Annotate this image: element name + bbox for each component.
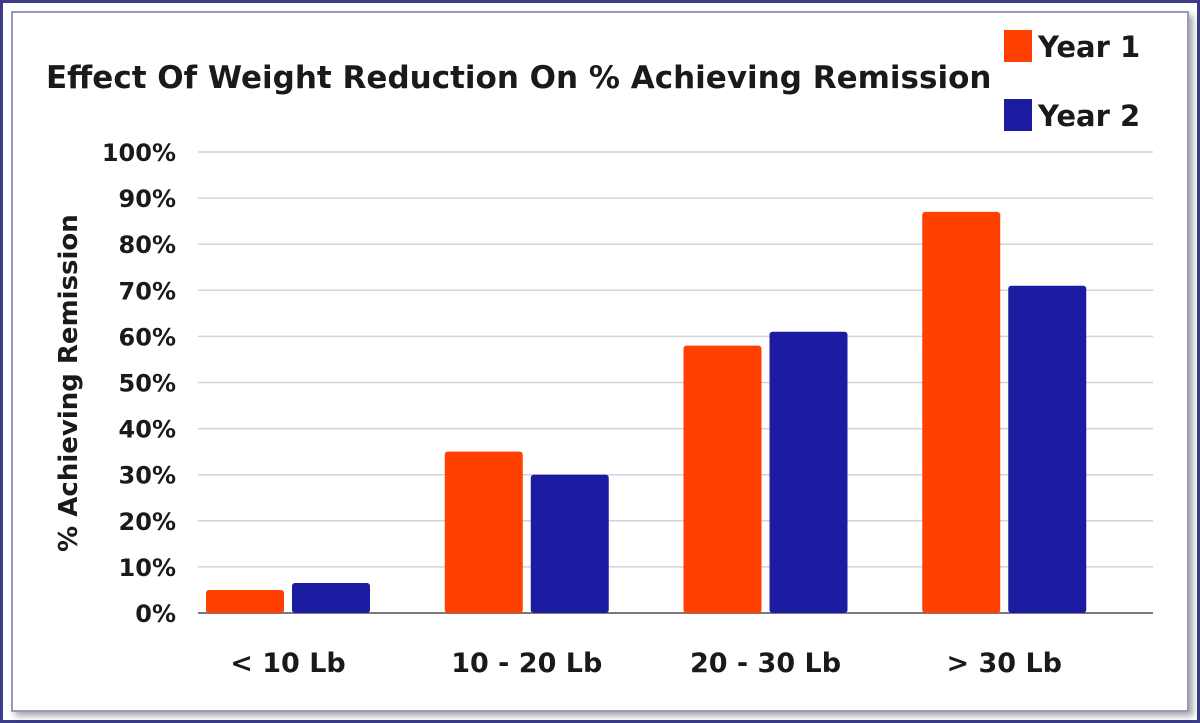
bar-year-1 bbox=[683, 345, 762, 613]
y-tick-label: 10% bbox=[119, 554, 176, 582]
x-category-label: 20 - 30 Lb bbox=[690, 648, 841, 679]
legend-label: Year 1 bbox=[1037, 30, 1140, 64]
bar-year-2 bbox=[292, 583, 370, 613]
bar-year-1 bbox=[922, 211, 1001, 613]
y-tick-labels: 0% 10% 20% 30% 40% 50% 60% 70% 80% 90% 100% bbox=[102, 139, 176, 628]
bar-year-2 bbox=[1008, 285, 1087, 613]
y-axis-label: % Achieving Remission bbox=[54, 214, 84, 552]
y-tick-label: 60% bbox=[119, 323, 176, 351]
x-category-labels: < 10 Lb 10 - 20 Lb 20 - 30 Lb > 30 Lb bbox=[230, 648, 1062, 679]
bar-year-2 bbox=[769, 331, 848, 613]
y-tick-label: 90% bbox=[119, 185, 176, 213]
y-tick-label: 0% bbox=[135, 600, 176, 628]
y-tick-label: 80% bbox=[119, 231, 176, 259]
bars bbox=[206, 211, 1087, 613]
chart-title: Effect Of Weight Reduction On % Achievin… bbox=[46, 60, 991, 96]
legend-swatch bbox=[1004, 30, 1032, 62]
y-tick-label: 20% bbox=[119, 508, 176, 536]
x-category-label: 10 - 20 Lb bbox=[451, 648, 602, 679]
x-category-label: > 30 Lb bbox=[946, 648, 1062, 679]
bar-year-2 bbox=[530, 474, 609, 613]
x-category-label: < 10 Lb bbox=[230, 648, 346, 679]
bar-year-1 bbox=[206, 589, 284, 613]
y-tick-label: 100% bbox=[102, 139, 176, 167]
y-tick-label: 30% bbox=[119, 462, 176, 490]
y-tick-label: 50% bbox=[119, 370, 176, 398]
legend: Year 1 Year 2 bbox=[1004, 30, 1140, 133]
y-tick-label: 70% bbox=[119, 277, 176, 305]
bar-year-1 bbox=[444, 451, 523, 613]
legend-label: Year 2 bbox=[1037, 99, 1140, 133]
legend-swatch bbox=[1004, 99, 1032, 131]
y-tick-label: 40% bbox=[119, 416, 176, 444]
